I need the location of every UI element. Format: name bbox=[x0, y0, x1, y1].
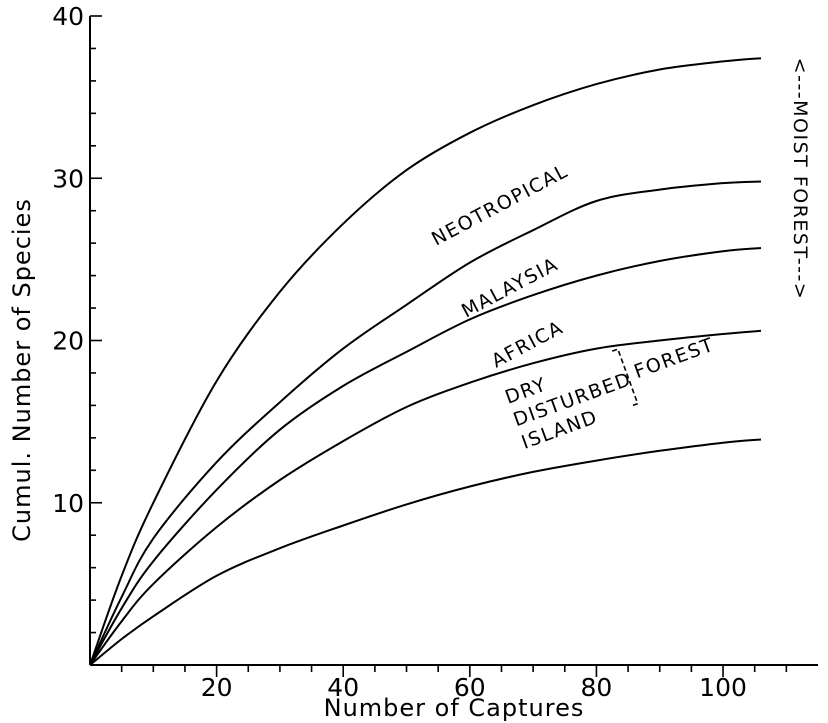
series-line-curve-4 bbox=[89, 329, 762, 666]
y-tick-label: 40 bbox=[52, 2, 84, 31]
axes bbox=[89, 15, 818, 677]
label-moist-forest: <---MOIST FOREST---> bbox=[789, 58, 811, 301]
label-malaysia: MALAYSIA bbox=[458, 253, 562, 322]
curves bbox=[89, 57, 762, 666]
x-tick-label: 100 bbox=[699, 673, 747, 702]
series-line-malaysia bbox=[89, 180, 762, 666]
y-tick-label: 30 bbox=[52, 164, 84, 193]
x-tick-label: 60 bbox=[454, 673, 486, 702]
series-line-africa bbox=[89, 247, 762, 666]
x-tick-label: 20 bbox=[201, 673, 233, 702]
y-axis-title: Cumul. Number of Species bbox=[8, 198, 36, 542]
x-axis-title: Number of Captures bbox=[324, 694, 585, 722]
series-line-curve-5 bbox=[89, 438, 762, 666]
y-tick-label: 20 bbox=[52, 327, 84, 356]
series-line-neotropical bbox=[89, 57, 762, 666]
x-tick-label: 40 bbox=[327, 673, 359, 702]
y-tick-label: 10 bbox=[52, 489, 84, 518]
label-forest: FOREST bbox=[631, 334, 717, 383]
tick-labels: 20 40 60 80 100 10 20 30 40 bbox=[52, 2, 747, 702]
label-neotropical: NEOTROPICAL bbox=[428, 160, 572, 250]
x-tick-label: 80 bbox=[581, 673, 613, 702]
forest-bracket bbox=[611, 348, 639, 407]
